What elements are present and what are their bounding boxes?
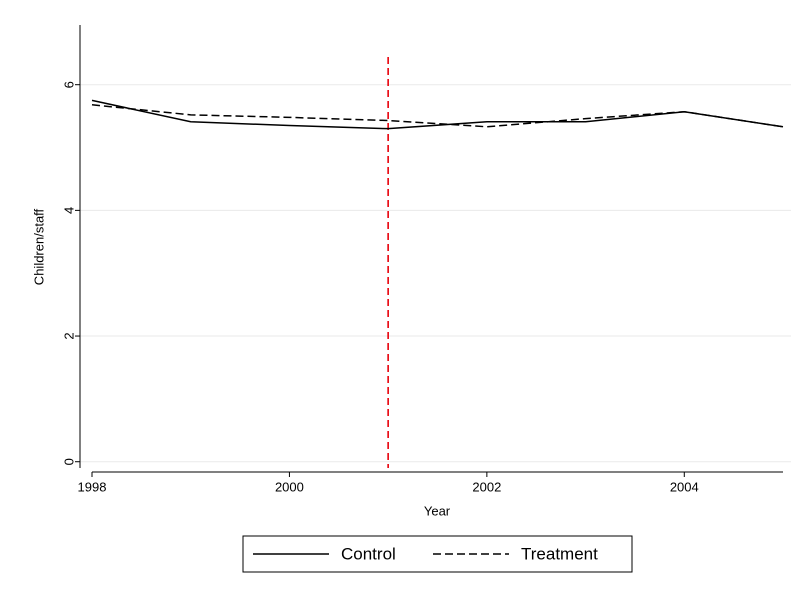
legend-label: Control: [341, 544, 396, 563]
y-tick-label: 2: [61, 332, 76, 339]
x-tick-label: 1998: [78, 479, 107, 494]
legend-label: Treatment: [521, 544, 598, 563]
series-line: [91, 104, 784, 128]
y-axis-title: Children/staff: [31, 208, 46, 285]
x-tick-label: 2002: [472, 479, 501, 494]
y-tick-label: 6: [61, 81, 76, 88]
y-tick-label: 0: [61, 458, 76, 465]
x-tick-label: 2004: [670, 479, 699, 494]
series-line: [91, 99, 784, 130]
y-tick-label: 4: [61, 207, 76, 214]
x-tick-label: 2000: [275, 479, 304, 494]
x-axis-title: Year: [424, 503, 451, 518]
